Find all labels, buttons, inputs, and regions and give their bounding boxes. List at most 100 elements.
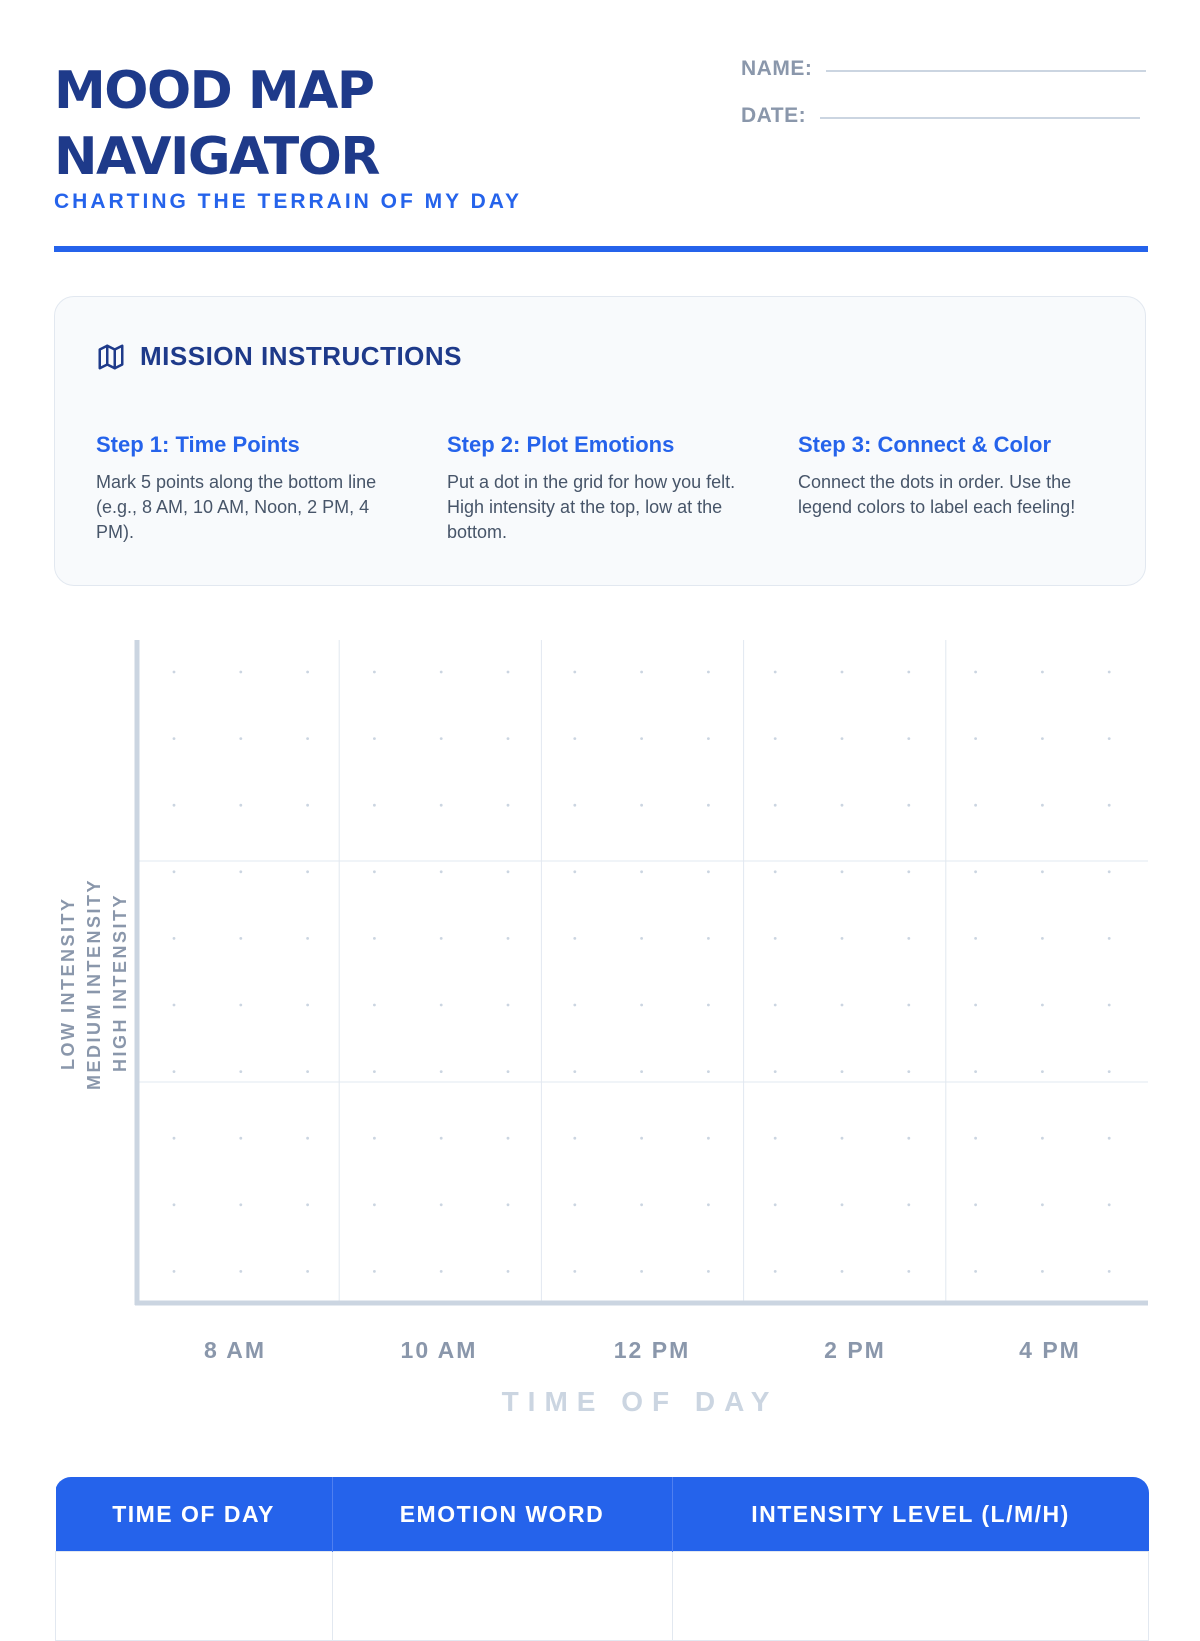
grid-dot — [573, 1136, 577, 1140]
column-header-time: TIME OF DAY — [55, 1477, 333, 1552]
grid-dot — [640, 670, 643, 674]
grid-dot — [773, 1203, 777, 1207]
grid-dot — [172, 737, 176, 740]
grid-dot — [974, 870, 977, 874]
grid-dot — [239, 937, 243, 940]
step-3-text: Connect the dots in order. Use the legen… — [798, 472, 1076, 517]
grid-dot — [573, 737, 577, 740]
grid-dot — [773, 1136, 777, 1140]
name-field: NAME: — [741, 57, 1147, 81]
table-cell-time[interactable] — [55, 1551, 333, 1641]
grid-dot — [640, 1003, 643, 1007]
date-write-line[interactable] — [820, 117, 1141, 119]
map-icon — [96, 342, 126, 372]
grid-dot — [640, 1136, 643, 1140]
grid-dot — [1107, 1070, 1111, 1073]
grid-dot — [172, 670, 176, 674]
grid-dot — [707, 1270, 710, 1273]
grid-dot — [840, 670, 844, 674]
grid-dot — [773, 803, 777, 807]
page-subtitle: CHARTING THE TERRAIN OF MY DAY — [54, 190, 523, 213]
grid-dot — [239, 1003, 243, 1007]
grid-dot — [306, 670, 309, 674]
step-1-text: Mark 5 points along the bottom line (e.g… — [96, 472, 377, 542]
grid-dot — [907, 803, 911, 807]
grid-dot — [439, 670, 443, 674]
grid-dot — [773, 1003, 777, 1007]
grid-dot — [506, 670, 510, 674]
grid-dot — [907, 937, 911, 940]
grid-dot — [1041, 1003, 1044, 1007]
grid-dot — [439, 1136, 443, 1140]
header-divider — [54, 246, 1148, 252]
grid-dot — [506, 803, 510, 807]
grid-dot — [172, 937, 176, 940]
grid-dot — [1041, 1136, 1044, 1140]
grid-dot — [172, 1203, 176, 1207]
grid-dot — [1041, 870, 1044, 874]
grid-dot — [506, 1203, 510, 1207]
grid-dot — [907, 670, 911, 674]
date-label: DATE: — [741, 104, 807, 127]
grid-dot — [306, 937, 309, 940]
mood-plot-area[interactable] — [0, 0, 1200, 1420]
grid-dot — [840, 803, 844, 807]
grid-dot — [707, 1136, 710, 1140]
step-3: Step 3: Connect & Color Connect the dots… — [798, 432, 1108, 520]
grid-dot — [506, 737, 510, 740]
grid-dot — [306, 1003, 309, 1007]
y-label-low: LOW INTENSITY — [58, 896, 78, 1071]
step-1: Step 1: Time Points Mark 5 points along … — [96, 432, 406, 545]
grid-dot — [306, 737, 309, 740]
step-2-title: Step 2: Plot Emotions — [447, 432, 675, 457]
mood-log-table: TIME OF DAY EMOTION WORD INTENSITY LEVEL… — [55, 1477, 1149, 1641]
grid-dot — [840, 1136, 844, 1140]
name-write-line[interactable] — [826, 70, 1147, 72]
column-header-emotion: EMOTION WORD — [332, 1477, 673, 1552]
table-cell-emotion[interactable] — [331, 1551, 673, 1641]
grid-dot — [439, 1270, 443, 1273]
grid-dot — [974, 1070, 977, 1073]
grid-dot — [306, 1203, 309, 1207]
grid-dot — [1041, 670, 1044, 674]
name-label: NAME: — [741, 57, 813, 80]
grid-dot — [840, 1270, 844, 1273]
grid-dot — [1107, 1270, 1111, 1273]
grid-dot — [907, 870, 911, 874]
y-label-medium: MEDIUM INTENSITY — [84, 877, 104, 1090]
grid-dot — [840, 870, 844, 874]
grid-dot — [640, 1203, 643, 1207]
column-header-intensity: INTENSITY LEVEL (L/M/H) — [672, 1477, 1149, 1552]
grid-dot — [974, 1003, 977, 1007]
grid-dot — [439, 1070, 443, 1073]
step-1-title: Step 1: Time Points — [96, 432, 300, 457]
grid-dot — [239, 1070, 243, 1073]
grid-dot — [974, 1270, 977, 1273]
x-tick-label: 2 PM — [824, 1337, 886, 1363]
grid-dot — [506, 1070, 510, 1073]
grid-dot — [239, 1136, 243, 1140]
table-cell-intensity[interactable] — [671, 1551, 1149, 1641]
grid-dot — [573, 803, 577, 807]
table-header-row: TIME OF DAY EMOTION WORD INTENSITY LEVEL… — [55, 1477, 1149, 1552]
title-line-1: MOOD MAP — [54, 61, 375, 121]
grid-dot — [239, 1203, 243, 1207]
grid-dot — [974, 937, 977, 940]
grid-dot — [506, 1270, 510, 1273]
grid-dot — [172, 1270, 176, 1273]
grid-dot — [439, 1203, 443, 1207]
instructions-heading: MISSION INSTRUCTIONS — [96, 341, 462, 372]
grid-dot — [907, 1270, 911, 1273]
table-row — [55, 1551, 1149, 1641]
grid-dot — [640, 870, 643, 874]
grid-dot — [707, 803, 710, 807]
grid-dot — [773, 937, 777, 940]
grid-dot — [840, 937, 844, 940]
instructions-title: MISSION INSTRUCTIONS — [140, 341, 463, 371]
grid-dot — [1041, 1203, 1044, 1207]
grid-dot — [1041, 803, 1044, 807]
grid-dot — [1041, 1070, 1044, 1073]
grid-dot — [306, 1136, 309, 1140]
grid-dot — [707, 670, 710, 674]
grid-dot — [506, 937, 510, 940]
